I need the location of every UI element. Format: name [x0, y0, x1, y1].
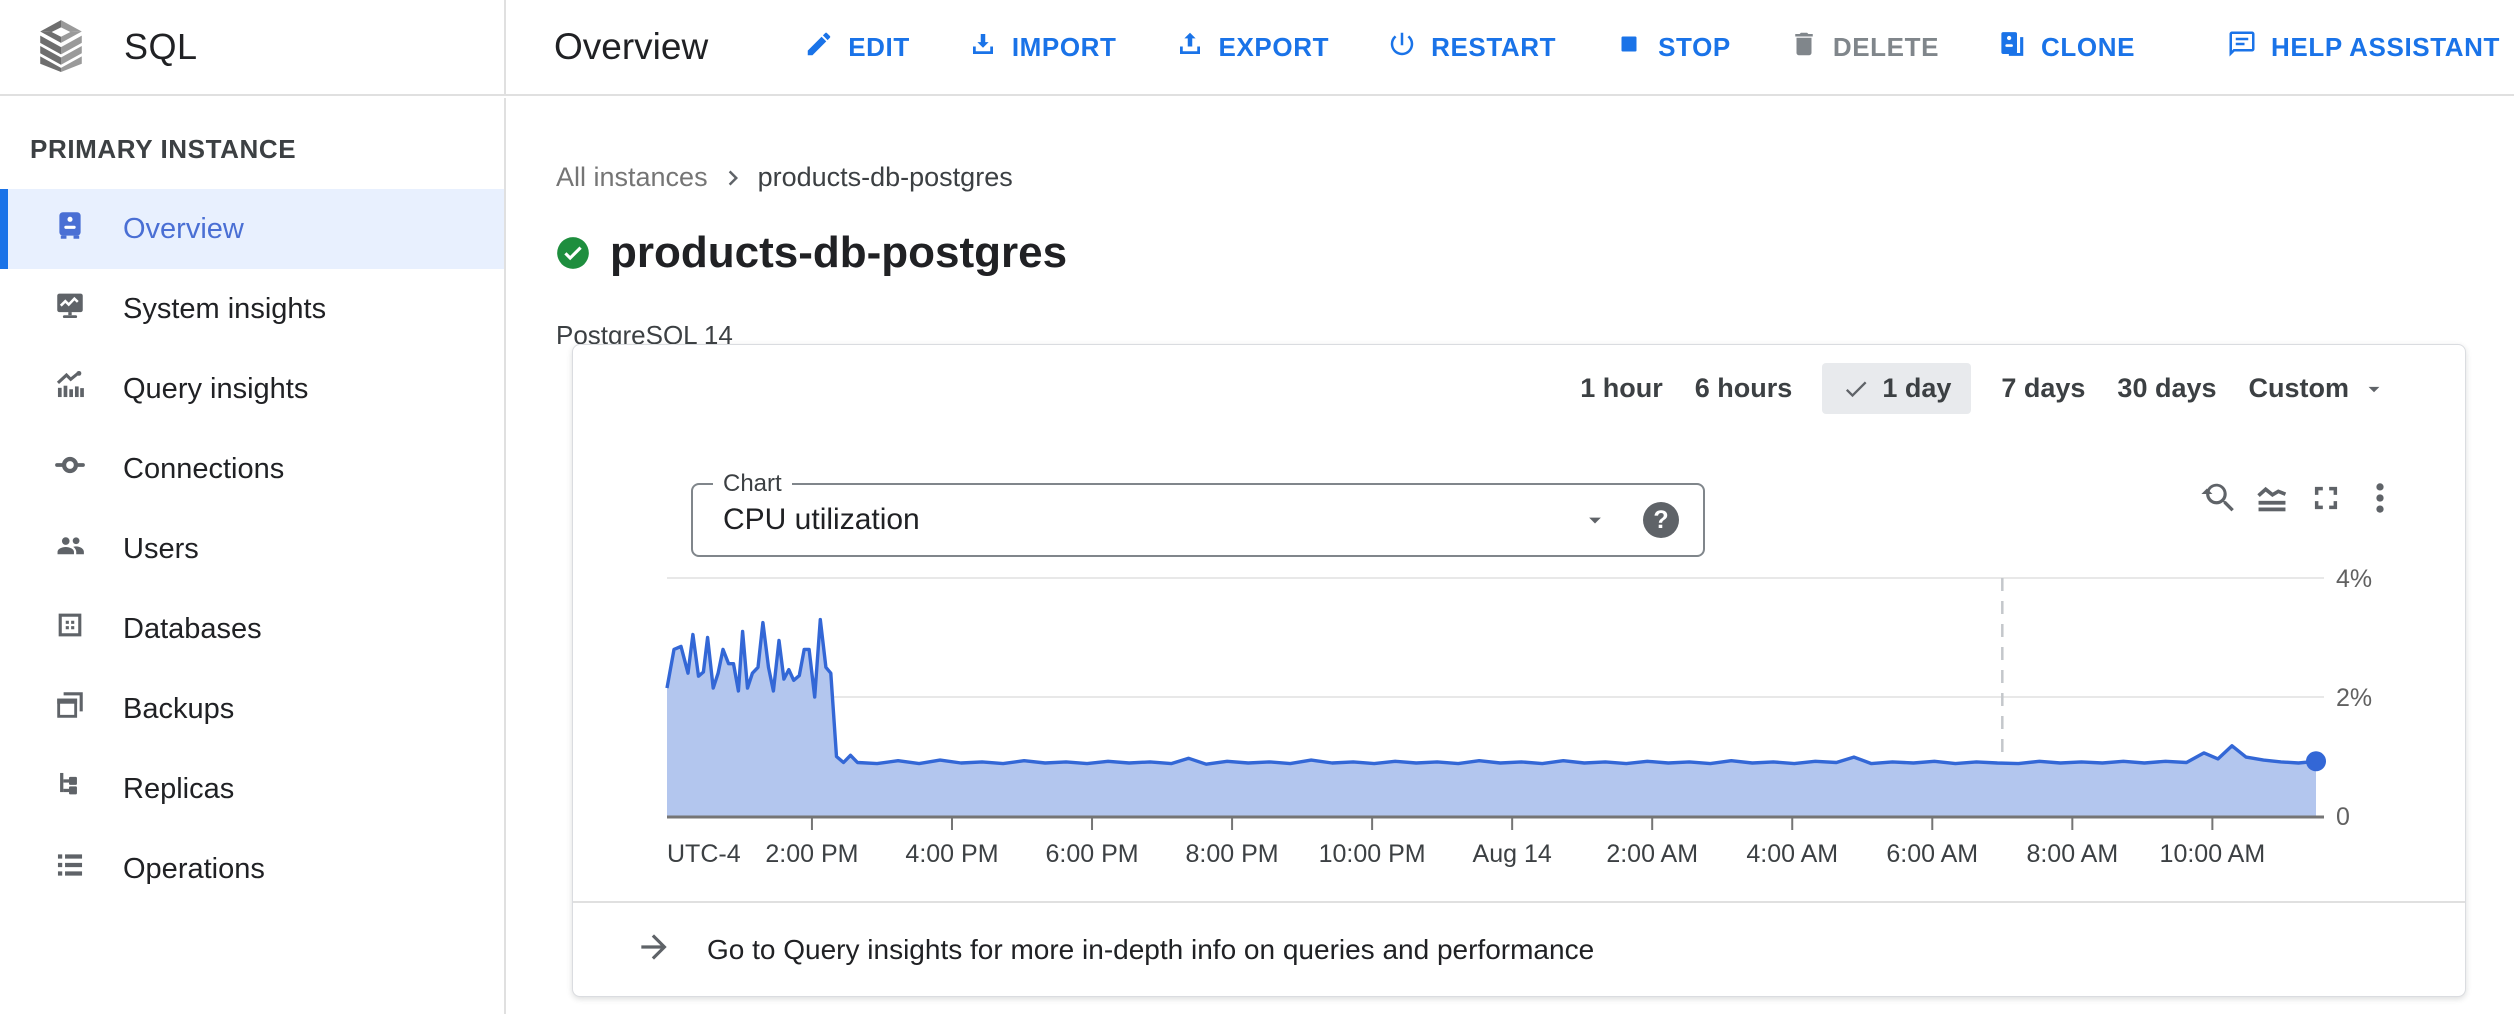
help-icon[interactable]: ?	[1643, 502, 1679, 538]
svg-text:0: 0	[2336, 803, 2350, 831]
sidebar-item-overview[interactable]: Overview	[0, 189, 504, 269]
svg-text:4:00 AM: 4:00 AM	[1746, 840, 1838, 868]
people-icon	[53, 528, 87, 570]
query-insights-link[interactable]: Go to Query insights for more in-depth i…	[573, 903, 2465, 996]
instance-title-row: products-db-postgres	[554, 228, 1067, 278]
svg-text:8:00 PM: 8:00 PM	[1186, 840, 1279, 868]
status-healthy-icon	[554, 234, 592, 272]
main-content: All instances products-db-postgres produ…	[508, 98, 2514, 1014]
instance-name: products-db-postgres	[610, 228, 1068, 277]
sidebar-item-operations[interactable]: Operations	[0, 829, 504, 909]
sidebar-item-connections[interactable]: Connections	[0, 429, 504, 509]
svg-text:10:00 AM: 10:00 AM	[2160, 840, 2266, 868]
svg-text:2:00 PM: 2:00 PM	[765, 840, 858, 868]
instance-icon	[53, 208, 87, 250]
connection-icon	[53, 448, 87, 490]
svg-text:6:00 PM: 6:00 PM	[1045, 840, 1138, 868]
chart-select-value: CPU utilization	[723, 503, 920, 536]
cloud-sql-logo-icon	[36, 18, 86, 77]
restart-button[interactable]: RESTART	[1387, 29, 1556, 66]
monitor-graph-icon	[53, 288, 87, 330]
power-icon	[1387, 29, 1417, 66]
pencil-icon	[804, 29, 834, 66]
svg-text:UTC-4: UTC-4	[667, 840, 741, 868]
clone-button[interactable]: CLONE	[1997, 29, 2135, 66]
help-assistant-button[interactable]: HELP ASSISTANT	[2227, 29, 2500, 66]
import-icon	[968, 29, 998, 66]
time-range-1-hour[interactable]: 1 hour	[1580, 373, 1663, 403]
product-name: SQL	[124, 26, 198, 67]
top-bar-main: Overview EDIT IMPORT EXPORT RESTART STOP	[506, 0, 2514, 94]
svg-text:2:00 AM: 2:00 AM	[1606, 840, 1698, 868]
svg-text:10:00 PM: 10:00 PM	[1319, 840, 1426, 868]
chart-select-label: Chart	[713, 470, 792, 498]
stop-button[interactable]: STOP	[1614, 29, 1731, 66]
sidebar-item-system-insights[interactable]: System insights	[0, 269, 504, 349]
top-bar: SQL Overview EDIT IMPORT EXPORT RESTART	[0, 0, 2514, 96]
export-icon	[1175, 29, 1205, 66]
card-divider	[573, 901, 2465, 903]
clone-icon	[1997, 29, 2027, 66]
list-icon	[53, 848, 87, 890]
replica-tree-icon	[53, 768, 87, 810]
delete-button[interactable]: DELETE	[1789, 29, 1939, 66]
chevron-down-icon	[1589, 517, 1601, 524]
svg-text:2%: 2%	[2336, 684, 2372, 712]
area-chart-icon[interactable]	[2251, 477, 2293, 519]
action-toolbar: EDIT IMPORT EXPORT RESTART STOP DELETE	[804, 29, 2500, 66]
fullscreen-icon[interactable]	[2305, 477, 2347, 519]
time-range-custom[interactable]: Custom	[2247, 363, 2390, 414]
arrow-forward-icon	[635, 928, 673, 971]
time-range-6-hours[interactable]: 6 hours	[1694, 373, 1793, 403]
trash-icon	[1789, 29, 1819, 66]
sidebar-item-backups[interactable]: Backups	[0, 669, 504, 749]
breadcrumb: All instances products-db-postgres	[556, 162, 1013, 193]
backup-windows-icon	[53, 688, 87, 730]
database-grid-icon	[53, 608, 87, 650]
sidebar-item-replicas[interactable]: Replicas	[0, 749, 504, 829]
product-logo-area: SQL	[0, 0, 506, 94]
cpu-utilization-chart[interactable]: 4% 2% 0 2:00 PM 4:00 PM 6:00 PM 8:00 PM 10:00 P…	[601, 546, 2431, 876]
reset-zoom-icon[interactable]	[2197, 477, 2239, 519]
svg-text:Aug 14: Aug 14	[1473, 840, 1552, 868]
time-range-1-day[interactable]: 1 day	[1822, 363, 1972, 414]
export-button[interactable]: EXPORT	[1175, 29, 1330, 66]
svg-text:4:00 PM: 4:00 PM	[905, 840, 998, 868]
check-icon	[1846, 381, 1867, 397]
more-options-icon[interactable]	[2359, 477, 2401, 519]
import-button[interactable]: IMPORT	[968, 29, 1117, 66]
sidebar: PRIMARY INSTANCE Overview System insight…	[0, 98, 506, 1014]
svg-text:4%: 4%	[2336, 565, 2372, 593]
chart-metric-select[interactable]: Chart CPU utilization ?	[691, 470, 1705, 557]
sidebar-item-query-insights[interactable]: Query insights	[0, 349, 504, 429]
sidebar-item-databases[interactable]: Databases	[0, 589, 504, 669]
metrics-card: 1 hour 6 hours 1 day 7 days 30 days Cust…	[572, 344, 2466, 997]
svg-text:8:00 AM: 8:00 AM	[2026, 840, 2118, 868]
time-range-selector: 1 hour 6 hours 1 day 7 days 30 days Cust…	[1578, 363, 2389, 414]
time-range-7-days[interactable]: 7 days	[2001, 373, 2086, 403]
edit-button[interactable]: EDIT	[804, 29, 910, 66]
sidebar-section-title: PRIMARY INSTANCE	[30, 134, 297, 164]
query-insights-link-text: Go to Query insights for more in-depth i…	[707, 933, 1595, 965]
svg-text:6:00 AM: 6:00 AM	[1886, 840, 1978, 868]
breadcrumb-current: products-db-postgres	[757, 162, 1013, 192]
page-title: Overview	[554, 26, 709, 67]
bars-trend-icon	[53, 368, 87, 410]
chevron-down-icon	[2368, 386, 2380, 392]
chat-icon	[2227, 29, 2257, 66]
sidebar-item-users[interactable]: Users	[0, 509, 504, 589]
time-range-30-days[interactable]: 30 days	[2117, 373, 2217, 403]
breadcrumb-all-instances[interactable]: All instances	[556, 162, 708, 192]
stop-square-icon	[1614, 29, 1644, 66]
chevron-right-icon	[718, 163, 748, 193]
chart-toolbar	[2197, 477, 2401, 519]
